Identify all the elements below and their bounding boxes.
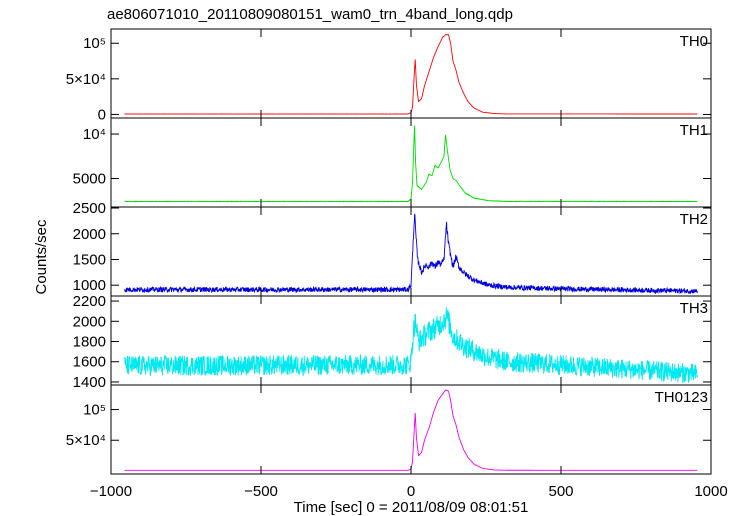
panel-th1: 5000 10⁴ TH1 (73, 117, 712, 208)
panel-th0: 0 5×10⁴ 10⁵ TH0 (66, 28, 712, 123)
panel-label-th1: TH1 (680, 122, 708, 139)
y-tick-label: 0 (98, 106, 106, 123)
series-line-th2 (124, 213, 698, 295)
panel-frame (110, 117, 712, 208)
y-tick-label: 1600 (73, 354, 106, 371)
y-tick-label: 1800 (73, 334, 106, 351)
panel-label-th3: TH3 (680, 300, 708, 317)
y-tick-label: 5000 (73, 171, 106, 188)
y-tick-label: 2500 (73, 200, 106, 217)
x-axis-label: Time [sec] 0 = 2011/08/09 08:01:51 (294, 499, 529, 516)
panel-frame (110, 384, 712, 475)
y-tick-label: 5×10⁴ (66, 71, 106, 88)
y-tick-label: 1400 (73, 374, 106, 391)
y-tick-label: 2000 (73, 226, 106, 243)
x-axis: −1000 −500 0 500 1000 (90, 483, 728, 500)
x-tick-label: 500 (548, 483, 573, 500)
series-line-th3 (124, 307, 698, 383)
x-tick-label: 1000 (694, 483, 727, 500)
panel-label-th0: TH0 (680, 33, 708, 50)
y-tick-label: 10⁵ (83, 35, 106, 52)
panel-label-th2: TH2 (680, 211, 708, 228)
y-tick-label: 10⁵ (83, 402, 106, 419)
x-tick-label: −500 (244, 483, 278, 500)
y-tick-label: 1000 (73, 277, 106, 294)
x-tick-label: 0 (407, 483, 415, 500)
x-tick-label: −1000 (90, 483, 132, 500)
panel-label-th0123: TH0123 (655, 389, 708, 406)
y-tick-label: 10⁴ (83, 126, 106, 143)
panel-frame (110, 28, 712, 119)
chart-panels: 0 5×10⁴ 10⁵ TH0 5000 10⁴ TH1 1000 1500 2000 2500 TH… (66, 28, 712, 475)
panel-th0123: 5×10⁴ 10⁵ TH0123 (66, 384, 712, 475)
y-tick-label: 2000 (73, 313, 106, 330)
y-tick-label: 5×10⁴ (66, 432, 106, 449)
chart-title: ae806071010_20110809080151_wam0_trn_4ban… (107, 6, 513, 23)
series-line-th0 (124, 34, 698, 115)
series-line-th0123 (124, 389, 698, 471)
y-axis-label: Counts/sec (33, 219, 50, 295)
y-tick-label: 2200 (73, 293, 106, 310)
panel-th2: 1000 1500 2000 2500 TH2 (73, 200, 712, 297)
y-tick-label: 1500 (73, 251, 106, 268)
series-line-th1 (124, 125, 698, 203)
panel-th3: 1400 1600 1800 2000 2200 TH3 (73, 293, 712, 391)
